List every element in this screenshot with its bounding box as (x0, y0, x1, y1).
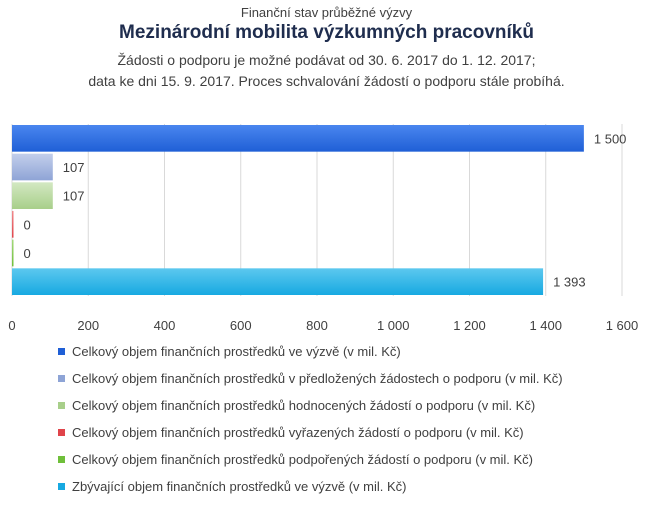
bar (12, 125, 584, 152)
legend-label: Celkový objem finančních prostředků v př… (72, 371, 563, 386)
chart-subtitle-line2: data ke dni 15. 9. 2017. Proces schvalov… (88, 73, 565, 89)
x-tick-label: 1 400 (529, 318, 562, 333)
bar (12, 182, 53, 209)
legend-swatch (58, 429, 65, 436)
bar-value-label: 107 (63, 189, 85, 204)
x-tick-label: 1 600 (606, 318, 639, 333)
x-tick-label: 800 (306, 318, 328, 333)
x-tick-label: 600 (230, 318, 252, 333)
legend-label: Celkový objem finančních prostředků hodn… (72, 398, 536, 413)
bar (12, 153, 53, 181)
legend-swatch (58, 348, 65, 355)
legend-label: Celkový objem finančních prostředků podp… (72, 452, 534, 467)
legend-swatch (58, 483, 65, 490)
bar-value-label: 1 393 (553, 275, 586, 290)
bar-value-label: 0 (24, 246, 31, 261)
legend-swatch (58, 456, 65, 463)
x-tick-label: 1 000 (377, 318, 410, 333)
x-tick-label: 0 (8, 318, 15, 333)
x-tick-label: 200 (77, 318, 99, 333)
bar (12, 211, 14, 238)
bar (12, 268, 544, 295)
legend-label: Celkový objem finančních prostředků vyřa… (72, 425, 524, 440)
bar (12, 239, 14, 267)
bar-value-label: 1 500 (594, 131, 627, 146)
legend-swatch (58, 402, 65, 409)
legend-swatch (58, 375, 65, 382)
x-tick-label: 1 200 (453, 318, 486, 333)
bar-chart: 0 200 400 600 800 1 000 1 200 1 400 1 600 1 500 10… (8, 124, 639, 333)
bar-value-label: 107 (63, 160, 85, 175)
legend-label: Celkový objem finančních prostředků ve v… (72, 344, 401, 359)
chart-title: Mezinárodní mobilita výzkumných pracovní… (119, 22, 534, 43)
legend-label: Zbývající objem finančních prostředků ve… (72, 479, 407, 494)
chart-pretitle: Finanční stav průběžné výzvy (240, 5, 413, 20)
x-tick-label: 400 (154, 318, 176, 333)
bar-value-label: 0 (24, 217, 31, 232)
chart-subtitle-line1: Žádosti o podporu je možné podávat od 30… (117, 52, 536, 68)
